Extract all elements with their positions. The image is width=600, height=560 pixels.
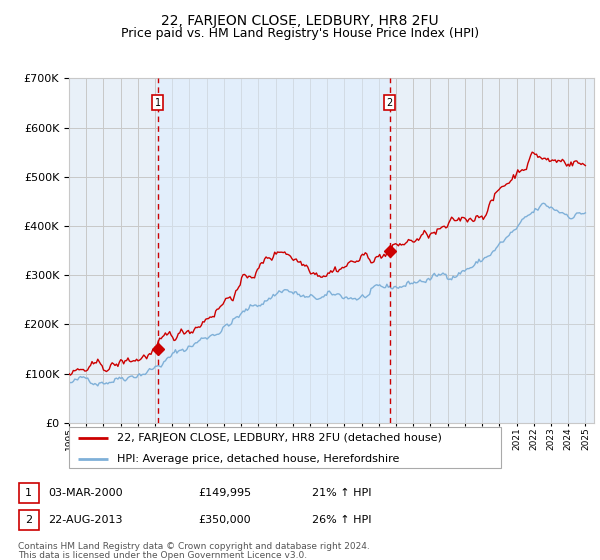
Text: 22, FARJEON CLOSE, LEDBURY, HR8 2FU (detached house): 22, FARJEON CLOSE, LEDBURY, HR8 2FU (det…: [116, 433, 442, 443]
Text: Price paid vs. HM Land Registry's House Price Index (HPI): Price paid vs. HM Land Registry's House …: [121, 27, 479, 40]
Text: 22, FARJEON CLOSE, LEDBURY, HR8 2FU: 22, FARJEON CLOSE, LEDBURY, HR8 2FU: [161, 14, 439, 28]
Text: This data is licensed under the Open Government Licence v3.0.: This data is licensed under the Open Gov…: [18, 551, 307, 560]
Text: 26% ↑ HPI: 26% ↑ HPI: [312, 515, 371, 525]
Text: 2: 2: [25, 515, 32, 525]
Text: 1: 1: [25, 488, 32, 498]
Text: 21% ↑ HPI: 21% ↑ HPI: [312, 488, 371, 498]
Text: 2: 2: [387, 97, 393, 108]
Text: 03-MAR-2000: 03-MAR-2000: [48, 488, 122, 498]
Text: £149,995: £149,995: [198, 488, 251, 498]
Text: 22-AUG-2013: 22-AUG-2013: [48, 515, 122, 525]
Text: Contains HM Land Registry data © Crown copyright and database right 2024.: Contains HM Land Registry data © Crown c…: [18, 542, 370, 550]
Text: HPI: Average price, detached house, Herefordshire: HPI: Average price, detached house, Here…: [116, 454, 399, 464]
Text: 1: 1: [155, 97, 161, 108]
Text: £350,000: £350,000: [198, 515, 251, 525]
